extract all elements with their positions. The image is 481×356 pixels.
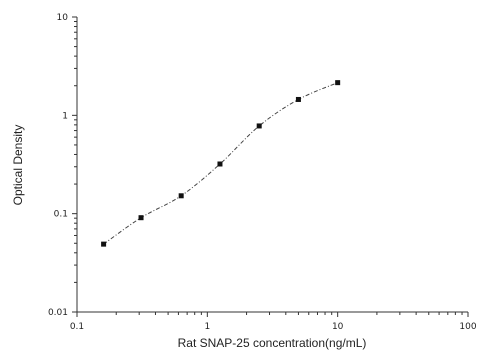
y-tick-label: 0.01 <box>48 308 68 318</box>
y-tick-label: 1 <box>62 111 68 121</box>
x-tick-label: 10 <box>332 322 344 332</box>
data-point <box>295 96 301 102</box>
x-tick-label: 1 <box>204 322 210 332</box>
y-axis-title: Optical Density <box>11 125 25 206</box>
data-point <box>178 193 184 199</box>
data-point <box>101 241 107 247</box>
data-point <box>335 80 341 86</box>
data-point <box>138 215 144 221</box>
data-point <box>217 161 223 167</box>
x-tick-label: 0.1 <box>70 322 84 332</box>
y-tick-label: 0.1 <box>54 210 68 220</box>
y-tick-label: 10 <box>57 13 69 23</box>
x-axis: 0.1 1 10 100 Rat SNAP-25 concentration(ng/m… <box>70 311 477 350</box>
data-points <box>101 80 341 247</box>
y-axis: 0.01 0.1 1 10 Optical Density <box>11 13 78 318</box>
x-axis-title: Rat SNAP-25 concentration(ng/mL) <box>178 336 367 350</box>
data-point <box>256 123 262 129</box>
x-tick-label: 100 <box>459 322 476 332</box>
